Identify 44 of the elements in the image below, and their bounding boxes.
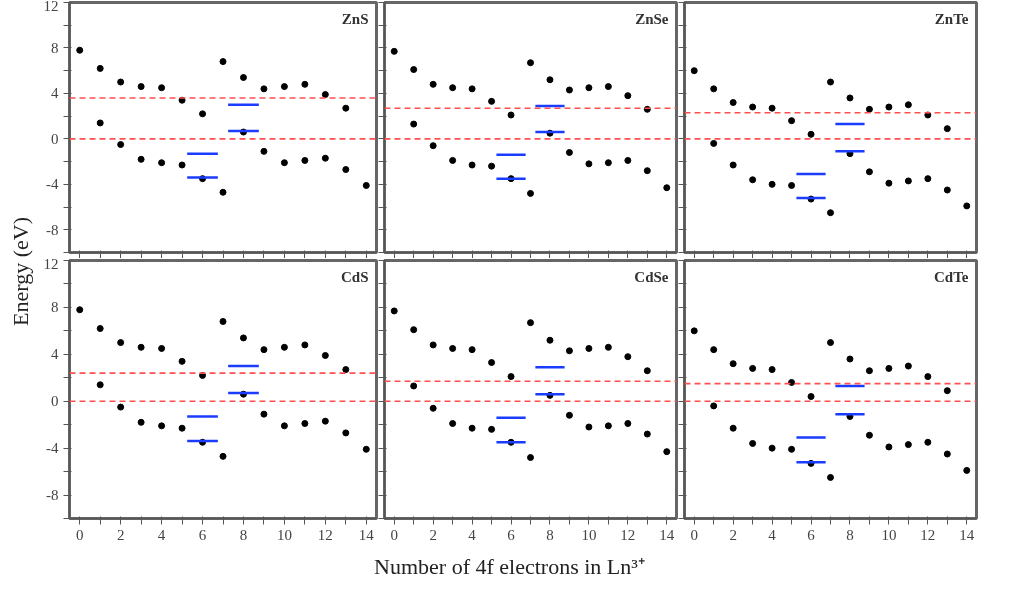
x-tick-label: 8 — [239, 526, 248, 543]
x-tick-label: 8 — [846, 526, 854, 543]
x-tick-label: 10 — [881, 526, 897, 543]
x-tick-label: 2 — [429, 526, 437, 543]
y-tick-label: -4 — [46, 440, 59, 457]
x-tick-label: 2 — [729, 526, 737, 543]
x-tick-label: 10 — [276, 526, 292, 543]
text: CdS — [340, 268, 369, 285]
y-tick-label: 0 — [51, 130, 59, 147]
x-tick-label: 14 — [358, 526, 375, 543]
y-tick-label: -4 — [46, 176, 59, 193]
y-tick-label: 0 — [51, 393, 59, 410]
text: CdSe — [634, 268, 669, 285]
x-tick-label: 10 — [581, 526, 597, 543]
x-tick-label: 12 — [620, 526, 636, 543]
y-tick-label: 4 — [51, 346, 59, 363]
x-tick-label: 2 — [116, 526, 125, 543]
y-axis-title: Energy (eV) — [8, 217, 33, 326]
x-tick-label: 14 — [659, 526, 675, 543]
x-tick-label: 0 — [390, 526, 398, 543]
x-tick-label: 6 — [198, 526, 207, 543]
x-tick-label: 12 — [317, 526, 333, 543]
x-tick-label: 0 — [75, 526, 84, 543]
x-tick-label: 8 — [546, 526, 554, 543]
y-tick-label: 8 — [51, 39, 59, 56]
x-tick-label: 14 — [959, 526, 975, 543]
y-tick-label: 12 — [43, 0, 59, 14]
text: ZnSe — [635, 10, 669, 27]
y-tick-label: 12 — [43, 255, 59, 272]
x-tick-label: 6 — [507, 526, 516, 543]
x-tick-label: 4 — [768, 526, 777, 543]
x-tick-label: 4 — [157, 526, 166, 543]
text: ZnS — [341, 10, 369, 27]
x-axis-title: Number of 4f electrons in Ln³⁺ — [374, 554, 645, 579]
x-tick-label: 4 — [468, 526, 477, 543]
text: ZnTe — [934, 10, 969, 27]
x-tick-label: 0 — [690, 526, 698, 543]
x-tick-label: 12 — [920, 526, 936, 543]
y-tick-label: -8 — [46, 487, 59, 504]
y-tick-label: 4 — [51, 85, 59, 102]
x-tick-label: 6 — [807, 526, 816, 543]
y-tick-label: -8 — [46, 221, 59, 238]
y-tick-label: 8 — [51, 299, 59, 316]
text: CdTe — [934, 268, 969, 285]
